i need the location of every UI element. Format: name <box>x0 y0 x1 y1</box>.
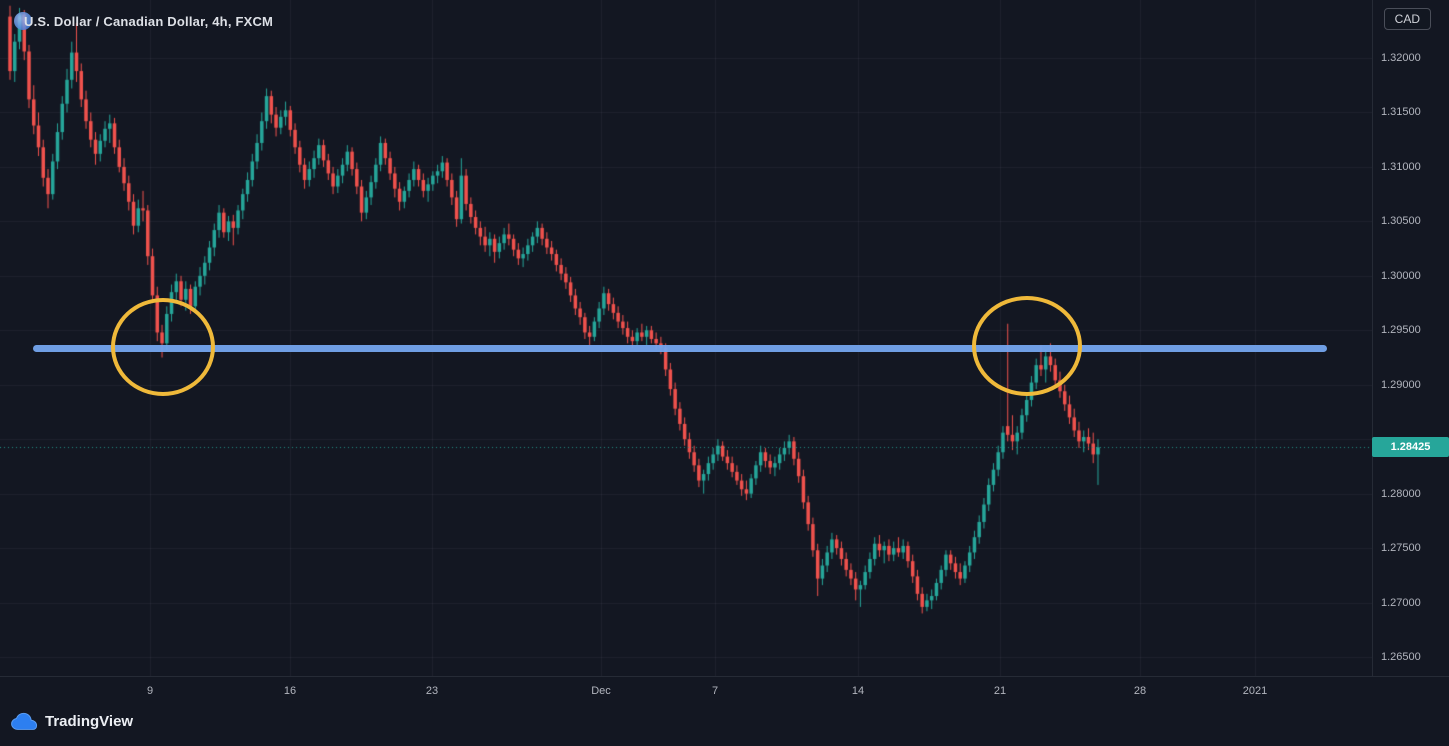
candlestick-chart-canvas[interactable] <box>0 0 1372 676</box>
time-tick-label: 16 <box>283 685 297 697</box>
symbol-legend[interactable]: U.S. Dollar / Canadian Dollar, 4h, FXCM <box>12 10 273 32</box>
horizontal-ray-drawing[interactable] <box>33 345 1327 353</box>
price-axis[interactable]: 1.32000 1.31500 1.31000 1.30500 1.30000 1.295… <box>1372 0 1449 676</box>
price-tick-label: 1.27500 <box>1381 542 1421 555</box>
time-tick-label: 21 <box>993 685 1007 697</box>
time-tick-label: 9 <box>146 685 154 697</box>
price-tick-label: 1.31000 <box>1381 160 1421 173</box>
ellipse-drawing-1[interactable] <box>111 298 215 396</box>
price-tick-label: 1.31500 <box>1381 106 1421 119</box>
time-tick-label: 23 <box>425 685 439 697</box>
price-tick-label: 1.28000 <box>1381 487 1421 500</box>
price-tick-label: 1.26500 <box>1381 650 1421 663</box>
price-tick-label: 1.30500 <box>1381 215 1421 228</box>
time-tick-label: 7 <box>711 685 719 697</box>
currency-toggle-button[interactable]: CAD <box>1383 8 1431 30</box>
tradingview-cloud-icon <box>11 712 38 730</box>
time-tick-label: Dec <box>591 685 611 697</box>
symbol-title[interactable]: U.S. Dollar / Canadian Dollar, 4h, FXCM <box>24 13 274 29</box>
tradingview-logo[interactable]: TradingView <box>10 712 133 731</box>
time-tick-label: 14 <box>851 685 865 697</box>
price-tick-label: 1.29500 <box>1381 324 1421 337</box>
ellipse-drawing-2[interactable] <box>972 296 1082 396</box>
time-axis[interactable]: 9 16 23 Dec 7 14 21 28 2021 <box>0 676 1449 746</box>
tradingview-brand-text: TradingView <box>45 713 134 730</box>
price-tick-label: 1.32000 <box>1381 52 1421 64</box>
price-tick-label: 1.27000 <box>1381 596 1421 609</box>
last-price-label: 1.28425 <box>1372 437 1449 458</box>
price-tick-label: 1.29000 <box>1381 378 1421 391</box>
time-tick-label: 28 <box>1133 685 1147 697</box>
time-tick-label: 2021 <box>1242 685 1268 697</box>
price-tick-label: 1.30000 <box>1381 269 1421 282</box>
symbol-logo-icon <box>14 12 32 30</box>
